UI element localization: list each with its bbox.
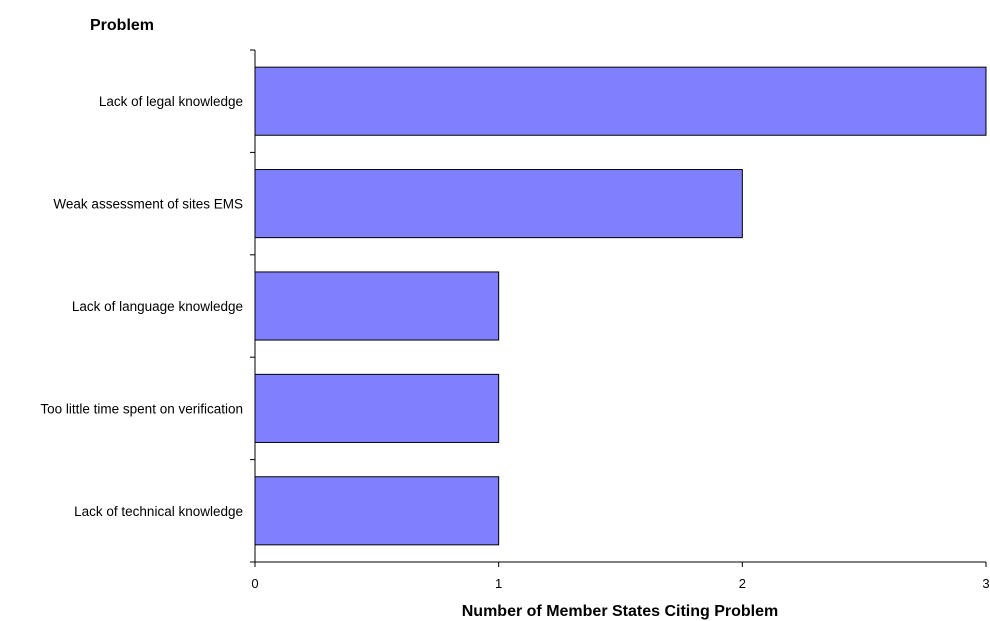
category-label: Lack of technical knowledge <box>74 504 243 519</box>
bar-4 <box>254 476 500 546</box>
category-label: Weak assessment of sites EMS <box>53 197 243 212</box>
x-tick-label: 3 <box>982 576 989 591</box>
y-ticks <box>250 49 255 563</box>
category-labels: Lack of legal knowledge Weak assessment o… <box>40 94 243 519</box>
x-axis-title: Number of Member States Citing Problem <box>462 603 779 620</box>
category-label: Lack of language knowledge <box>72 299 243 314</box>
x-tick-label: 0 <box>251 576 258 591</box>
bar-2 <box>254 271 500 341</box>
category-label: Too little time spent on verification <box>40 401 243 416</box>
bars-group <box>254 66 987 546</box>
bar-1 <box>254 169 743 239</box>
category-label: Lack of legal knowledge <box>99 94 243 109</box>
x-tick-label: 2 <box>739 576 746 591</box>
y-axis-title: Problem <box>90 17 154 34</box>
bar-0 <box>254 66 987 136</box>
bar-3 <box>254 373 500 443</box>
x-ticks: 0 1 2 3 <box>251 562 990 591</box>
x-tick-label: 1 <box>495 576 502 591</box>
axes <box>254 50 986 563</box>
